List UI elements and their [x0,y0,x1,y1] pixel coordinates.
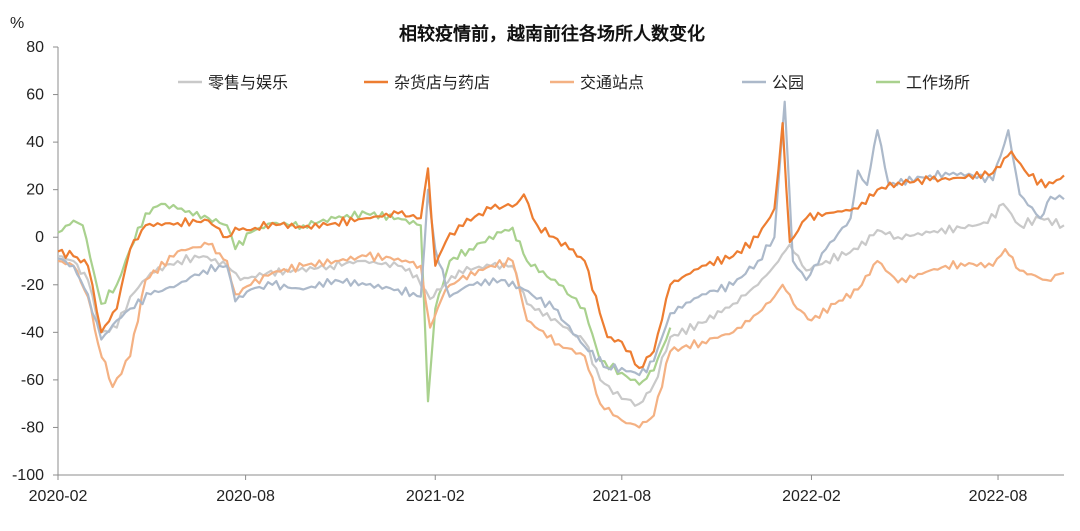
x-axis: 2020-02 2020-08 2021-02 2021-08 2022-02 2022-… [29,474,1064,505]
legend-label: 工作场所 [906,73,970,92]
y-tick-label: 80 [26,39,44,56]
y-tick-label: 40 [26,134,44,151]
series-line-5 [57,202,672,403]
series-layer [57,100,1065,429]
y-tick-label: -80 [21,419,44,436]
legend-label: 公园 [772,73,804,92]
x-tick-label: 2020-08 [216,488,275,505]
x-tick-label: 2020-02 [29,488,88,505]
x-tick-label: 2022-08 [969,488,1028,505]
x-tick-label: 2022-02 [782,488,841,505]
y-tick-label: -40 [21,324,44,341]
legend-label: 杂货店与药店 [394,73,490,92]
x-tick-label: 2021-08 [592,488,651,505]
series-line-3 [57,241,1065,429]
y-tick-label: 0 [35,229,44,246]
y-axis-unit: % [10,15,24,32]
legend-label: 交通站点 [580,73,644,92]
series-line-4 [57,100,1065,377]
y-tick-label: 20 [26,182,44,199]
y-tick-label: -20 [21,277,44,294]
y-tick-label: -100 [12,467,44,484]
y-tick-label: 60 [26,87,44,104]
chart-title: 相较疫情前，越南前往各场所人数变化 [399,23,705,45]
x-tick-label: 2021-02 [406,488,465,505]
series-line-2 [57,122,1065,370]
y-tick-label: -60 [21,372,44,389]
legend: 零售与娱乐 杂货店与药店 交通站点 公园 工作场所 [178,73,970,92]
legend-label: 零售与娱乐 [208,73,288,92]
y-axis: 80 60 40 20 0 -20 -40 -60 -80 -100 [12,39,59,484]
series-line-1 [57,202,1065,407]
